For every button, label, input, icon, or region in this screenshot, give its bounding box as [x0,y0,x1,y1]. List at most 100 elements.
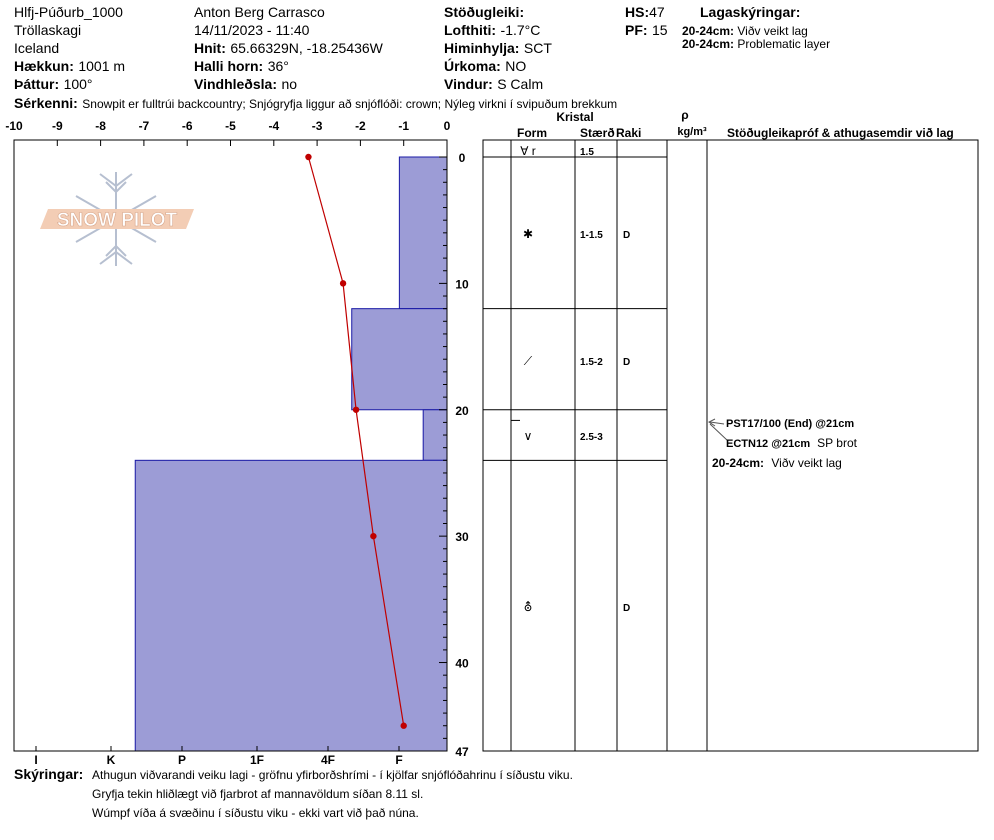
layer-note-depth: 20-24cm: [682,24,735,38]
row-moisture: D [623,603,630,614]
hs-label: HS: [625,4,650,20]
temp-tick-label: -1 [398,119,409,133]
layer-note-text: Problematic layer [737,37,831,51]
depth-tick-label: 40 [455,657,469,671]
size-label: Stærð [580,126,615,140]
logo-text: SNOW PILOT [57,210,178,231]
precip-value: NO [505,58,527,74]
depth-tick-label: 20 [455,404,469,418]
test-arrows [708,418,729,442]
row-moisture: D [623,230,630,241]
row-size: 2.5-3 [580,432,603,443]
crystal-label: Kristal [556,110,593,124]
row-form: ∀ r [520,144,536,158]
temperature-point [305,153,312,161]
coordinates: Hnit: 65.66329N, -18.25436W [194,40,383,58]
comment-line: Wúmpf víða á svæðinu í síðustu viku - ek… [92,806,419,820]
wind: Vindur: S Calm [444,76,543,94]
snowpilot-logo: SNOW PILOT [40,172,194,266]
pf-label: PF: [625,22,648,38]
temp-tick-label: -5 [225,119,236,133]
row-size: 1-1.5 [580,230,603,241]
comment-line: Gryfja tekin hliðlægt við fjarbrot af ma… [92,787,424,801]
observer: Anton Berg Carrasco [194,4,325,20]
features-label: Sérkenni: [14,95,78,111]
temp-tick-label: -7 [139,119,150,133]
test-ect-label: ECTN12 @21cm [726,438,810,450]
wind-label: Vindur: [444,76,493,92]
temperature-profile [305,153,407,729]
elevation-value: 1001 m [78,58,126,74]
density-symbol: ρ [681,108,688,122]
layer-comment-text: Viðv veikt lag [771,456,841,470]
row-form: ✱ [523,227,533,241]
stability-label: Stöðugleiki: [444,4,525,20]
hardness-tick-label: F [395,753,402,767]
density-unit: kg/m³ [677,126,707,138]
elevation: Hækkun: 1001 m [14,58,125,76]
sky-value: SCT [523,40,552,56]
wind-loading: Vindhleðsla: no [194,76,297,94]
sky-label: Himinhylja: [444,40,520,56]
temp-tick-label: -6 [182,119,193,133]
comments-label: Skýringar: [14,766,84,782]
temp-tick-label: -9 [52,119,63,133]
test-ect-note: SP brot [817,436,857,450]
air-temp: Lofthiti: -1.7°C [444,22,540,40]
layer-note-depth: 20-24cm: [682,37,735,51]
features-value: Snowpit er fulltrúi backcountry; Snjógry… [82,97,618,111]
hardness-bar [134,459,448,752]
pit-name: Hlfj-Púðurb_1000 [14,4,123,20]
region: Tröllaskagi [14,22,82,38]
elevation-label: Hækkun: [14,58,74,74]
hardness-tick-label: I [34,753,37,767]
layer-notes-title: Lagaskýringar: [700,4,801,20]
slope-value: 36° [267,58,289,74]
hs: HS:47 [625,4,665,22]
aspect: Þáttur: 100° [14,76,93,94]
air-temp-label: Lofthiti: [444,22,497,38]
hardness-tick-label: 4F [321,753,335,767]
hardness-tick-label: P [178,753,186,767]
hardness-tick-label: 1F [250,753,264,767]
hardness-bar [351,308,448,411]
precip-label: Úrkoma: [444,58,501,74]
aspect-label: Þáttur: [14,76,60,92]
hardness-bar [398,156,448,310]
stability-col-label: Stöðugleikapróf & athugasemdir við lag [727,126,954,140]
temp-tick-label: -10 [5,119,23,133]
pf-value: 15 [652,22,668,38]
temperature-point [339,280,347,287]
aspect-value: 100° [63,76,93,92]
temperature-point [400,722,407,729]
temp-tick-label: -3 [312,119,323,133]
coords-value: 65.66329N, -18.25436W [230,40,383,56]
temperature-axis: -10 -9 -8 -7 -6 -5 -4 -3 -2 -1 0 [5,119,451,146]
layer-note: 20-24cm: Viðv veikt lag [682,24,808,38]
temperature-point [370,532,377,540]
form-label: Form [517,126,547,140]
coords-label: Hnit: [194,40,226,56]
precipitation: Úrkoma: NO [444,58,526,76]
air-temp-value: -1.7°C [500,22,541,38]
slope-label: Halli horn: [194,58,264,74]
layer-comment-depth: 20-24cm: [712,456,764,470]
depth-tick-label: 0 [459,151,466,165]
hardness-tick-label: K [107,753,116,767]
layer-note-text: Viðv veikt lag [737,24,808,38]
temp-tick-label: -2 [355,119,366,133]
sky: Himinhylja: SCT [444,40,552,58]
layer-table-rows: ∀ r 1.5 ✱ 1-1.5 D ⟋ 1.5-2 D ∨ 2.5-3 ⛢ D [483,144,667,614]
pf: PF: 15 [625,22,668,40]
layer-comment: 20-24cm: Viðv veikt lag [712,456,842,470]
test-pst: PST17/100 (End) @21cm [726,418,854,430]
wind-loading-value: no [281,76,298,92]
layer-table [482,139,979,752]
moisture-label: Raki [616,126,641,140]
depth-tick-label: 30 [455,530,469,544]
depth-tick-label: 10 [455,277,469,291]
datetime: 14/11/2023 - 11:40 [194,22,310,38]
hardness-axis: I K P 1F 4F F [34,746,403,767]
comment-line: Athugun viðvarandi veiku lagi - gröfnu y… [92,768,573,782]
